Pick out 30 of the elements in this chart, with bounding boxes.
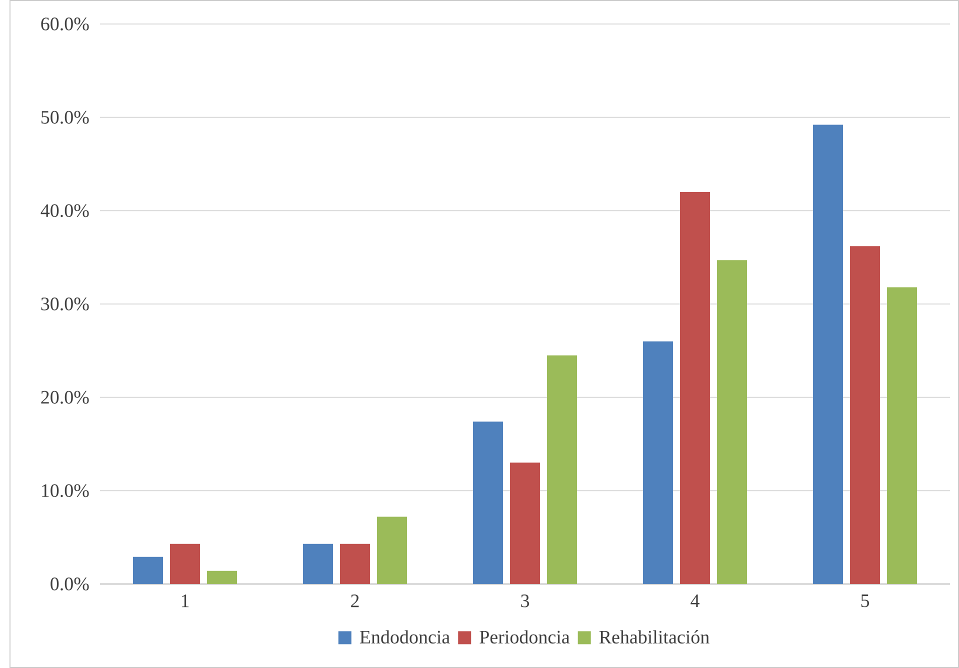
legend-label: Rehabilitación — [599, 630, 710, 644]
legend-label: Periodoncia — [480, 630, 570, 644]
bar — [303, 544, 334, 584]
y-tick-label: 60.0% — [41, 18, 89, 30]
y-tick-label: 20.0% — [41, 390, 89, 404]
bar — [207, 570, 238, 584]
y-tick-label: 50.0% — [42, 110, 89, 124]
bar — [133, 556, 163, 584]
legend-label: Endodoncia — [360, 630, 450, 644]
x-tick-label: 5 — [861, 594, 870, 608]
bar — [813, 124, 844, 584]
x-tick-label: 3 — [521, 594, 530, 608]
bar — [340, 544, 370, 584]
bar — [643, 341, 674, 584]
bar — [473, 422, 504, 584]
bar — [510, 462, 540, 584]
y-tick-label: 0.0% — [50, 578, 89, 590]
y-tick-label: 30.0% — [41, 298, 89, 310]
x-tick-label: 1 — [182, 594, 189, 608]
bar — [887, 287, 918, 584]
bar — [170, 544, 200, 584]
bar — [850, 246, 880, 584]
y-tick-label: 10.0% — [42, 484, 89, 498]
bar — [680, 192, 710, 584]
y-tick-label: 40.0% — [40, 204, 89, 218]
bar — [547, 355, 578, 584]
x-tick-label: 4 — [690, 594, 700, 608]
bar — [377, 516, 408, 584]
bar — [717, 260, 748, 584]
x-tick-label: 2 — [351, 594, 359, 608]
